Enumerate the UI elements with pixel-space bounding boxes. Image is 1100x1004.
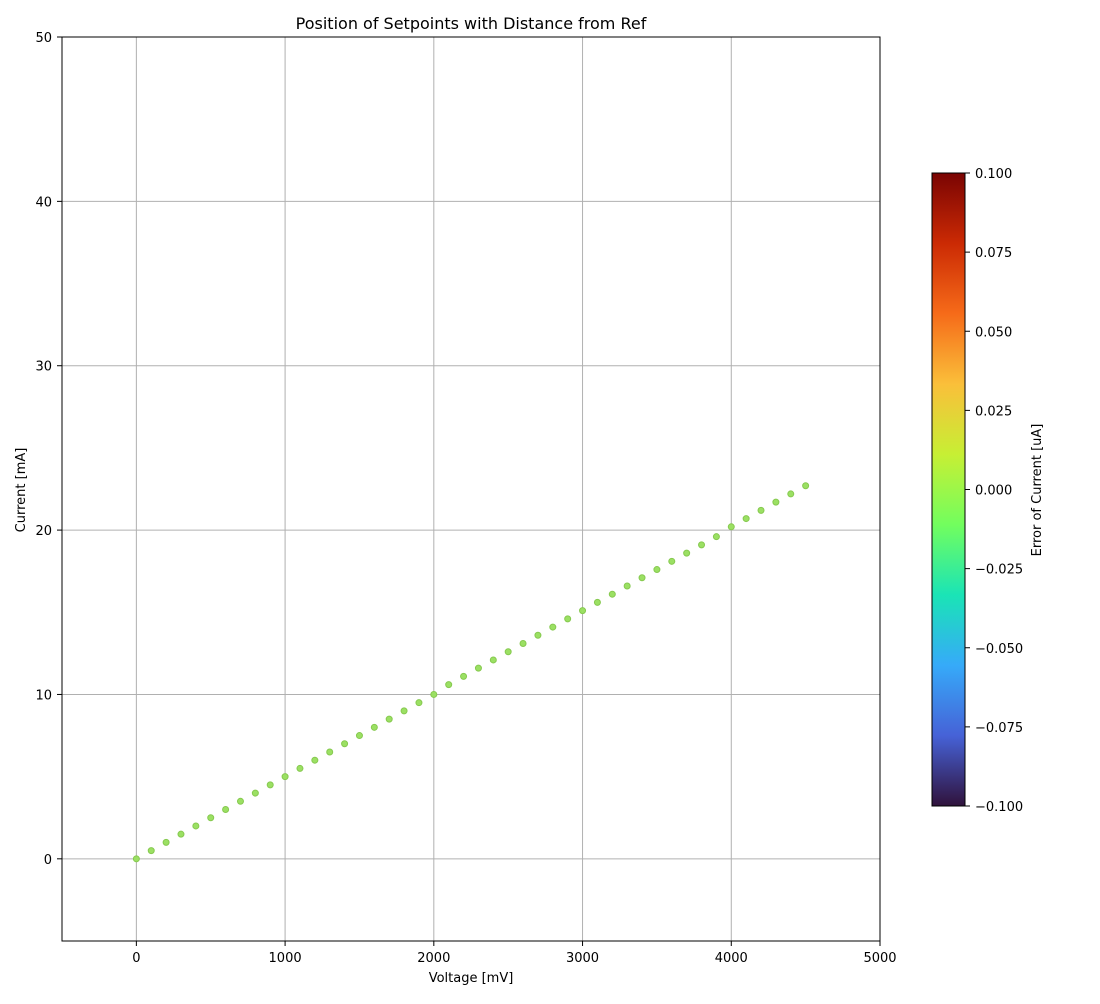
data-point [266,781,274,789]
data-point [326,748,334,756]
data-point [683,549,691,557]
data-point [698,541,706,549]
x-tick-label: 0 [132,951,140,966]
data-point [415,699,423,707]
data-point [638,574,646,582]
data-point [296,764,304,772]
data-point [549,623,557,631]
data-point [519,640,527,648]
data-point [742,515,750,523]
data-point [132,855,140,863]
data-point [757,506,765,514]
y-axis-ticks: 0 10 20 30 40 50 [35,31,62,868]
data-point [564,615,572,623]
data-point [653,566,661,574]
x-axis-label: Voltage [mV] [429,971,514,986]
y-tick-label: 20 [35,524,52,539]
data-point [474,664,482,672]
data-point [251,789,259,797]
data-point [668,557,676,565]
grid [62,36,881,941]
y-tick-label: 50 [35,31,52,46]
data-point [341,740,349,748]
data-point [385,715,393,723]
colorbar-tick-label: 0.050 [975,325,1012,340]
x-tick-label: 1000 [269,951,302,966]
chart-title: Position of Setpoints with Distance from… [296,14,647,33]
y-tick-label: 30 [35,360,52,375]
data-point [623,582,631,590]
data-point [787,490,795,498]
colorbar-tick-label: −0.100 [975,800,1023,815]
data-points [132,482,810,863]
data-point [207,814,215,822]
data-point [430,690,438,698]
data-point [504,648,512,656]
data-point [593,598,601,606]
data-point [460,672,468,680]
x-tick-label: 2000 [417,951,450,966]
colorbar-tick-label: −0.075 [975,721,1023,736]
colorbar-tick-label: 0.000 [975,484,1012,499]
y-tick-label: 0 [44,853,52,868]
data-point [355,732,363,740]
y-tick-label: 10 [35,688,52,703]
data-point [281,773,289,781]
data-point [177,830,185,838]
data-point [400,707,408,715]
data-point [608,590,616,598]
colorbar-label: Error of Current [uA] [1030,424,1045,557]
data-point [802,482,810,490]
data-point [192,822,200,830]
colorbar-tick-label: −0.025 [975,563,1023,578]
data-point [162,838,170,846]
data-point [712,533,720,541]
data-point [147,847,155,855]
x-tick-label: 3000 [566,951,599,966]
data-point [222,806,230,814]
data-point [311,756,319,764]
data-point [236,797,244,805]
colorbar-tick-label: 0.025 [975,404,1012,419]
data-point [534,631,542,639]
x-axis-ticks: 0 1000 2000 3000 4000 5000 [132,941,897,966]
data-point [489,656,497,664]
colorbar [931,172,966,807]
colorbar-tick-label: 0.075 [975,246,1012,261]
data-point [370,723,378,731]
x-tick-label: 4000 [715,951,748,966]
x-tick-label: 5000 [863,951,896,966]
colorbar-ticks: −0.100 −0.075 −0.050 −0.025 0.000 0.025 0.050 0… [965,167,1023,815]
data-point [445,681,453,689]
y-axis-label: Current [mA] [14,448,29,533]
data-point [579,607,587,615]
colorbar-tick-label: −0.050 [975,642,1023,657]
data-point [727,523,735,531]
y-tick-label: 40 [35,195,52,210]
data-point [772,498,780,506]
plot-area-frame [61,36,881,942]
colorbar-tick-label: 0.100 [975,167,1012,182]
